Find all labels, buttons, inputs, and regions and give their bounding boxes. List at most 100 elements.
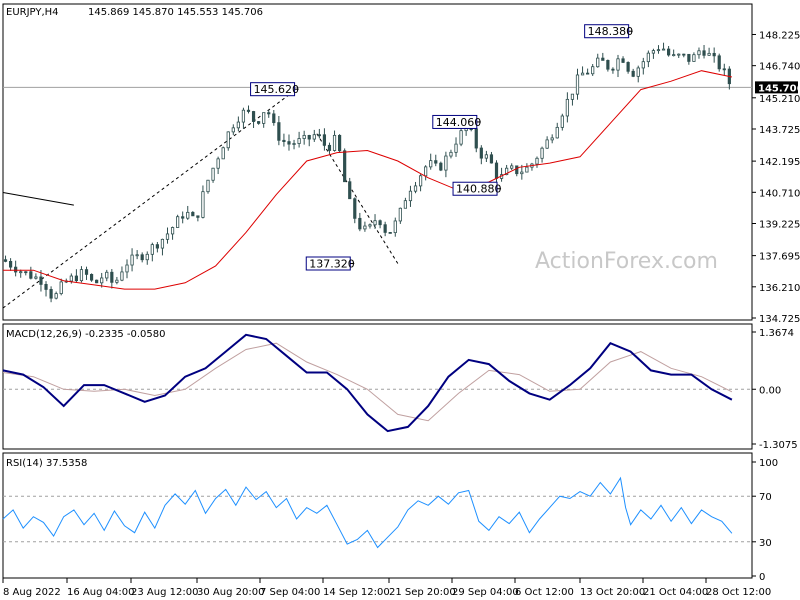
rsi-layer: [2, 476, 752, 549]
candle-body: [110, 271, 114, 283]
price-label-text: 145.620: [254, 83, 300, 96]
candle: [687, 53, 691, 65]
candle-body: [287, 141, 291, 145]
candle: [606, 59, 610, 72]
candle: [373, 214, 377, 229]
candle: [282, 133, 286, 147]
candle-body: [327, 144, 332, 151]
candle-body: [398, 207, 402, 222]
candle: [348, 177, 352, 200]
candle: [24, 271, 28, 276]
candle-body: [702, 50, 706, 56]
candle: [434, 154, 438, 167]
candle-body: [14, 266, 18, 273]
candle-body: [631, 70, 635, 77]
candle-body: [49, 289, 53, 299]
candle-body: [494, 162, 499, 179]
price-tick-label: 140.710: [759, 188, 800, 199]
candle: [206, 179, 210, 194]
candle: [297, 131, 301, 148]
candle-body: [560, 115, 564, 128]
macd-tick-label: 1.3674: [759, 328, 794, 339]
candle-body: [555, 126, 559, 139]
candle-body: [216, 158, 220, 169]
candle: [277, 116, 281, 146]
candle: [611, 67, 615, 74]
rsi-tick-label: 30: [759, 538, 772, 549]
candle: [186, 205, 190, 220]
macd-layer: [2, 333, 752, 433]
macd-title: MACD(12,26,9) -0.2335 -0.0580: [6, 329, 166, 340]
time-tick-label: 6 Oct 12:00: [515, 587, 574, 598]
candle: [181, 211, 185, 224]
candle-body: [656, 49, 661, 52]
candle: [29, 266, 33, 280]
candle-body: [322, 134, 327, 146]
candle: [717, 53, 721, 72]
candle: [672, 49, 676, 57]
candle-body: [312, 134, 316, 140]
candle-body: [74, 275, 78, 282]
candle-body: [79, 269, 84, 282]
candle-body: [262, 112, 266, 124]
price-tick-label: 136.210: [759, 283, 800, 294]
candle: [656, 45, 661, 54]
candle: [84, 266, 89, 280]
price-tick-label: 145.210: [759, 94, 800, 105]
candle: [413, 181, 418, 194]
candle: [596, 53, 600, 68]
candle-body: [145, 253, 149, 261]
watermark: ActionForex.com: [535, 249, 718, 274]
candle: [292, 139, 296, 150]
candle: [449, 149, 453, 159]
candle-body: [636, 67, 640, 77]
candle-body: [591, 66, 595, 75]
candle: [150, 242, 154, 262]
candle: [176, 214, 180, 228]
time-tick-label: 14 Sep 12:00: [323, 587, 390, 598]
price-tick-label: 142.195: [759, 157, 800, 168]
candle-body: [712, 52, 716, 57]
candle: [545, 136, 549, 149]
candle-body: [54, 293, 58, 299]
current-price-box: [755, 81, 798, 94]
candle: [110, 269, 114, 289]
candle-body: [474, 128, 478, 149]
candle: [34, 273, 38, 280]
candle-body: [707, 52, 711, 56]
candle-body: [439, 162, 443, 171]
time-tick-label: 8 Aug 2022: [3, 587, 61, 598]
candle: [661, 42, 666, 51]
candle-body: [160, 238, 165, 249]
rsi-tick-label: 0: [759, 572, 765, 583]
candle: [586, 68, 590, 75]
candle-body: [44, 283, 48, 290]
time-tick-label: 28 Oct 12:00: [706, 587, 771, 598]
candle: [236, 116, 240, 132]
candle: [59, 278, 63, 296]
time-tick-label: 13 Oct 20:00: [580, 587, 645, 598]
candle: [601, 52, 605, 61]
candle-body: [95, 279, 99, 284]
candle: [221, 146, 225, 160]
candle: [677, 53, 681, 58]
candle-body: [515, 165, 519, 175]
candle-body: [24, 271, 28, 274]
candle: [74, 269, 78, 283]
candle-body: [651, 50, 656, 54]
candle-body: [535, 157, 539, 165]
candle-body: [393, 220, 397, 234]
candle-body: [29, 271, 33, 279]
candle: [616, 54, 620, 78]
macd-tick-label: -1.3075: [759, 440, 798, 451]
candle-body: [191, 211, 195, 217]
candle-body: [408, 190, 413, 202]
time-tick-label: 21 Sep 20:00: [389, 587, 456, 598]
candle-body: [383, 224, 387, 233]
candle-body: [317, 134, 321, 137]
candle: [100, 272, 104, 288]
candle: [722, 63, 726, 76]
candle: [368, 223, 372, 229]
price-tick-label: 134.725: [759, 314, 800, 325]
